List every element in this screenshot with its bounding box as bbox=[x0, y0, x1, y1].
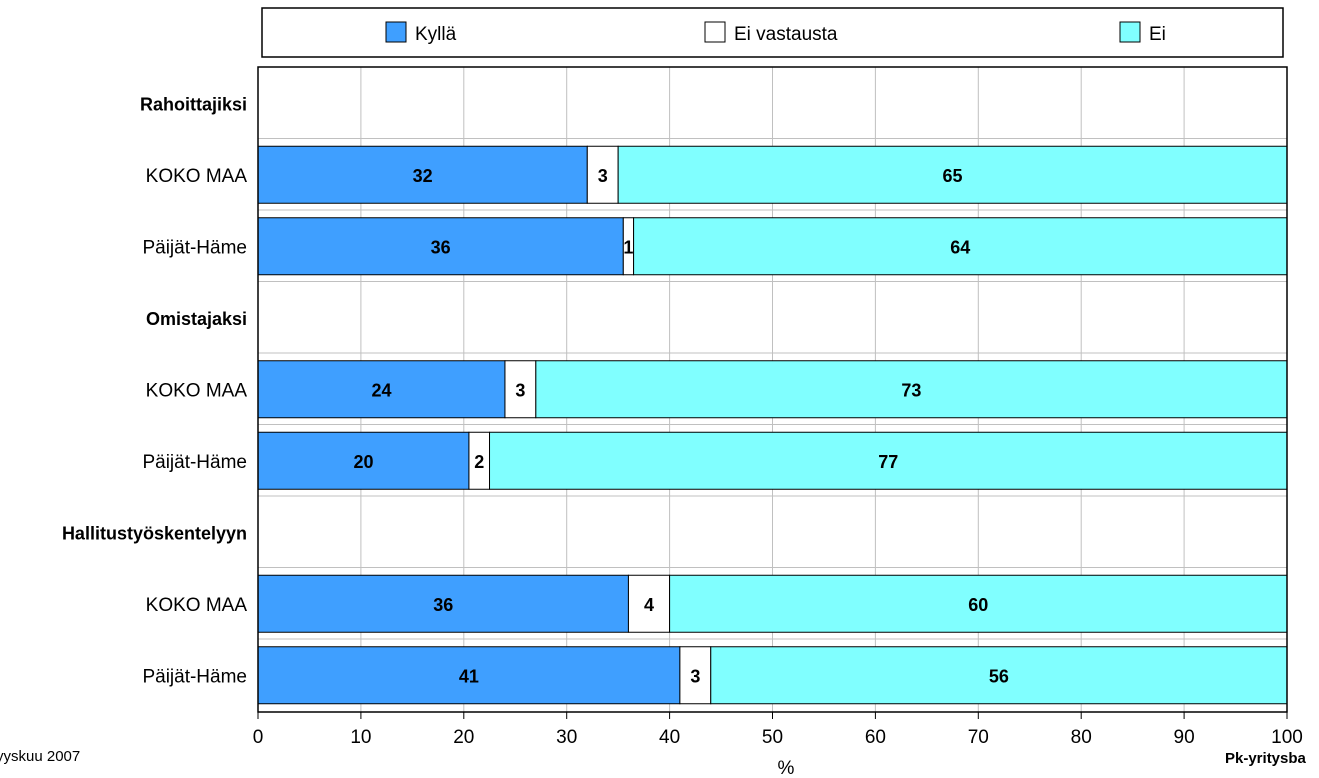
data-label: 4 bbox=[644, 595, 654, 615]
bar-segment bbox=[489, 431, 1288, 490]
bar-segment bbox=[617, 145, 1288, 204]
group-title: Hallitustyöskentelyyn bbox=[62, 523, 247, 543]
x-axis-label: % bbox=[778, 758, 795, 778]
legend-label: Ei vastausta bbox=[734, 24, 838, 45]
category-label: KOKO MAA bbox=[146, 166, 248, 187]
x-tick-label: 40 bbox=[659, 727, 680, 748]
data-label: 3 bbox=[598, 166, 608, 186]
data-label: 20 bbox=[353, 452, 373, 472]
bar-segment bbox=[586, 145, 619, 204]
bar-segment bbox=[257, 145, 588, 204]
x-tick-label: 0 bbox=[253, 727, 264, 748]
group-title: Omistajaksi bbox=[146, 309, 247, 329]
category-label: Päijät-Häme bbox=[142, 452, 247, 473]
legend-swatch bbox=[385, 21, 407, 43]
footer-source: Pk-yritysba bbox=[1225, 750, 1306, 767]
data-label: 41 bbox=[459, 666, 479, 686]
data-label: 3 bbox=[515, 380, 525, 400]
data-label: 77 bbox=[878, 452, 898, 472]
data-label: 73 bbox=[901, 380, 921, 400]
x-tick-label: 60 bbox=[865, 727, 886, 748]
bar-segment bbox=[710, 646, 1288, 705]
category-label: Päijät-Häme bbox=[142, 237, 247, 258]
category-label: KOKO MAA bbox=[146, 595, 248, 616]
bar-segment bbox=[669, 574, 1288, 633]
x-tick-label: 20 bbox=[453, 727, 474, 748]
bar-segment bbox=[633, 217, 1288, 276]
bar-segment bbox=[257, 431, 470, 490]
data-label: 36 bbox=[431, 237, 451, 257]
bar-segment bbox=[504, 360, 537, 419]
data-label: 65 bbox=[943, 166, 963, 186]
bar-segment bbox=[535, 360, 1288, 419]
data-label: 3 bbox=[690, 666, 700, 686]
legend-swatch bbox=[704, 21, 726, 43]
category-label: Päijät-Häme bbox=[142, 666, 247, 687]
group-title: Rahoittajiksi bbox=[140, 94, 247, 114]
bar-segment bbox=[627, 574, 671, 633]
category-label: KOKO MAA bbox=[146, 380, 248, 401]
data-label: 2 bbox=[474, 452, 484, 472]
x-tick-label: 80 bbox=[1071, 727, 1092, 748]
bar-segment bbox=[257, 574, 629, 633]
x-tick-label: 70 bbox=[968, 727, 989, 748]
data-label: 56 bbox=[989, 666, 1009, 686]
legend-label: Kyllä bbox=[415, 24, 457, 45]
data-label: 64 bbox=[950, 237, 970, 257]
data-label: 60 bbox=[968, 595, 988, 615]
footer-date: yyskuu 2007 bbox=[0, 748, 81, 765]
x-tick-label: 50 bbox=[762, 727, 783, 748]
data-label: 1 bbox=[623, 237, 633, 257]
bar-segment bbox=[257, 646, 681, 705]
legend-swatch bbox=[1119, 21, 1141, 43]
data-label: 32 bbox=[413, 166, 433, 186]
x-tick-label: 10 bbox=[350, 727, 371, 748]
x-tick-label: 30 bbox=[556, 727, 577, 748]
x-tick-label: 100 bbox=[1271, 727, 1303, 748]
data-label: 36 bbox=[433, 595, 453, 615]
legend-box bbox=[261, 7, 1284, 58]
x-tick-label: 90 bbox=[1174, 727, 1195, 748]
legend-label: Ei bbox=[1149, 24, 1166, 45]
data-label: 24 bbox=[371, 380, 391, 400]
